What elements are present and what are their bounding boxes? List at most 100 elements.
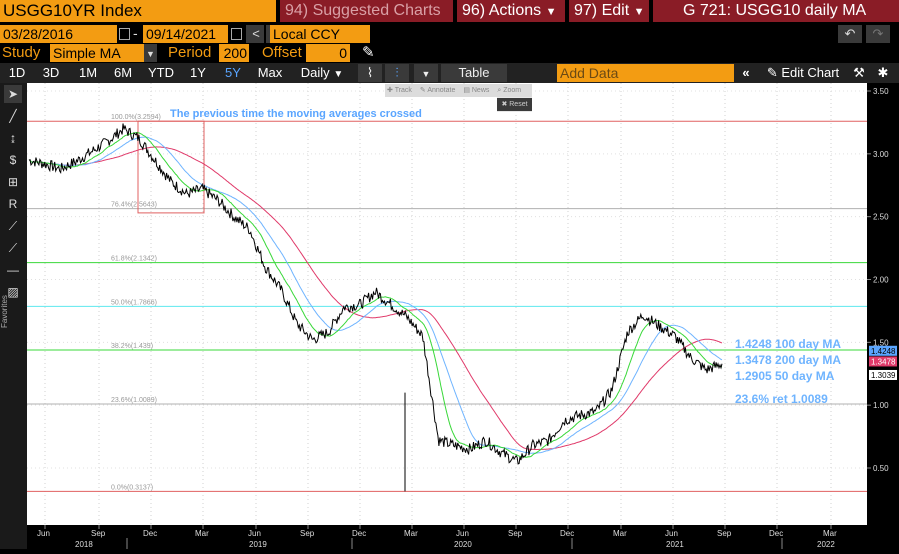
frequency-label: Daily	[300, 65, 330, 80]
range-ytd[interactable]: YTD	[148, 65, 174, 80]
pattern-icon[interactable]: ▨	[7, 285, 19, 299]
draw-tools-icon[interactable]: ⚒	[853, 65, 865, 80]
x-tick-label: Dec	[352, 529, 366, 538]
ma200-line	[28, 146, 723, 451]
fib-level-label: 23.6%(1.0089)	[111, 397, 157, 404]
fib-level-label: 100.0%(3.2594)	[111, 114, 161, 121]
zoom-button[interactable]: ⌕ Zoom	[497, 87, 522, 94]
x-tick-label: Mar	[823, 529, 837, 538]
annotate-label: Annotate	[427, 87, 456, 94]
channel-icon[interactable]: ⟋	[8, 241, 18, 255]
reset-button[interactable]: ✖ Reset	[497, 98, 532, 111]
undo-button[interactable]: ↶	[838, 25, 862, 43]
pencil-icon[interactable]: ✎	[362, 44, 375, 61]
range-max[interactable]: Max	[257, 65, 283, 80]
study-dropdown-button[interactable]: ▼	[144, 44, 157, 62]
y-tick-label: 3.50	[873, 87, 889, 96]
horizontal-line-icon[interactable]: ―	[7, 263, 19, 277]
title-bar: USGG10YR Index 94) Suggested Charts 96) …	[0, 0, 899, 24]
ma50-label: 1.2905 50 day MA	[735, 369, 835, 383]
y-tick-label: 2.00	[873, 276, 889, 285]
end-date-field[interactable]: 09/14/2021	[143, 25, 228, 43]
gear-icon[interactable]: ✱	[877, 65, 889, 80]
calendar-icon[interactable]	[119, 28, 130, 40]
ticker-field[interactable]: USGG10YR Index	[0, 0, 276, 22]
study-row: Study Simple MA ▼ Period 200 Offset 0 ✎	[0, 44, 899, 64]
year-label: 2022	[817, 540, 835, 549]
bar-chart-icon[interactable]: ⫶	[385, 64, 409, 82]
study-select[interactable]: Simple MA	[50, 44, 144, 62]
line-chart-icon[interactable]: ⌇	[358, 64, 382, 82]
period-label: Period	[168, 44, 212, 61]
range-6m[interactable]: 6M	[113, 65, 133, 80]
study-label: Study	[2, 44, 41, 61]
x-tick-label: Mar	[404, 529, 418, 538]
fib-level-label: 50.0%(1.7866)	[111, 299, 157, 306]
x-tick-label: Sep	[91, 529, 106, 538]
price-measure-icon[interactable]: $	[9, 153, 17, 167]
retracement-icon[interactable]: R	[8, 197, 18, 211]
drawing-toolbar: ➤ ╱ ↨ $ ⊞ R ⟋ ⟋ ― ▨ Favorites	[0, 83, 27, 549]
x-tick-label: Sep	[717, 529, 732, 538]
track-label: Track	[394, 87, 412, 94]
offset-label: Offset	[262, 44, 302, 61]
x-tick-label: Dec	[143, 529, 157, 538]
redo-button[interactable]: ↷	[866, 25, 890, 43]
y-tick-label: 3.00	[873, 150, 889, 159]
trendline-icon[interactable]: ⟋	[8, 219, 18, 233]
add-data-input[interactable]: Add Data	[557, 64, 734, 82]
edit-chart-button[interactable]: ✎ Edit Chart	[758, 63, 848, 83]
x-tick-label: Mar	[195, 529, 209, 538]
chevron-left-icon: <	[252, 26, 260, 41]
cursor-icon[interactable]: ➤	[4, 85, 22, 103]
range-1m[interactable]: 1M	[78, 65, 98, 80]
suggested-label: Suggested Charts	[312, 2, 441, 19]
undo-icon: ↶	[844, 26, 856, 41]
range-1d[interactable]: 1D	[8, 65, 26, 80]
start-date-field[interactable]: 03/28/2016	[0, 25, 117, 43]
currency-field[interactable]: Local CCY	[270, 25, 370, 43]
edit-button[interactable]: 97) Edit ▼	[569, 0, 649, 22]
price-chart[interactable]: 100.0%(3.2594) 76.4%(2.5643) 61.8%(2.1342)…	[27, 83, 899, 549]
year-label: 2020	[454, 540, 472, 549]
y-tick-label: 0.50	[873, 464, 889, 473]
line-draw-icon[interactable]: ╱	[9, 109, 17, 123]
news-button[interactable]: ▤ News	[463, 87, 490, 94]
annotate-button[interactable]: ✎ Annotate	[419, 87, 456, 94]
last-price-tag-bg	[869, 345, 897, 356]
price-line	[28, 123, 723, 465]
pencil-icon: ✎	[766, 65, 778, 80]
x-tick-label: Mar	[613, 529, 627, 538]
x-tick-label: Jun	[665, 529, 678, 538]
frequency-select[interactable]: Daily ▼	[294, 63, 350, 83]
track-button[interactable]: ✚ Track	[387, 87, 412, 94]
range-toolbar: 1D 3D 1M 6M YTD 1Y 5Y Max Daily ▼ ⌇ ⫶ ▼ …	[0, 63, 899, 83]
table-button[interactable]: Table	[441, 64, 507, 82]
floating-toolbar-row1: ✚ Track ✎ Annotate ▤ News ⌕ Zoom	[385, 84, 532, 97]
plot-background	[27, 83, 867, 525]
fibonacci-icon[interactable]: ⊞	[7, 175, 19, 189]
range-1y[interactable]: 1Y	[190, 65, 206, 80]
suggested-charts-button[interactable]: 94) Suggested Charts	[280, 0, 453, 22]
chart-type-dropdown[interactable]: ▼	[414, 64, 438, 82]
range-3d[interactable]: 3D	[42, 65, 60, 80]
prev-button[interactable]: <	[248, 25, 264, 43]
floating-toolbar: ✚ Track ✎ Annotate ▤ News ⌕ Zoom ✖ Reset	[385, 84, 532, 112]
chevron-down-icon: ▼	[146, 49, 155, 59]
favorites-tab[interactable]: Favorites	[0, 295, 9, 328]
percent-measure-icon[interactable]: ↨	[10, 131, 16, 145]
offset-input[interactable]: 0	[306, 44, 350, 62]
fib-level-label: 38.2%(1.439)	[111, 343, 153, 350]
x-tick-label: Jun	[248, 529, 261, 538]
period-input[interactable]: 200	[219, 44, 249, 62]
collapse-icon[interactable]: «	[742, 65, 750, 80]
range-5y[interactable]: 5Y	[225, 65, 241, 80]
last-price-tag-bg	[869, 369, 897, 380]
last-price-tag: 1.3478	[871, 357, 896, 366]
calendar-icon[interactable]	[231, 28, 242, 40]
chart-area[interactable]: 100.0%(3.2594) 76.4%(2.5643) 61.8%(2.1342)…	[27, 83, 899, 549]
actions-button[interactable]: 96) Actions ▼	[457, 0, 565, 22]
x-tick-label: Dec	[560, 529, 574, 538]
date-row: 03/28/2016 - 09/14/2021 < < > Local CCY …	[0, 25, 899, 45]
y-tick-label: 1.50	[873, 338, 889, 347]
